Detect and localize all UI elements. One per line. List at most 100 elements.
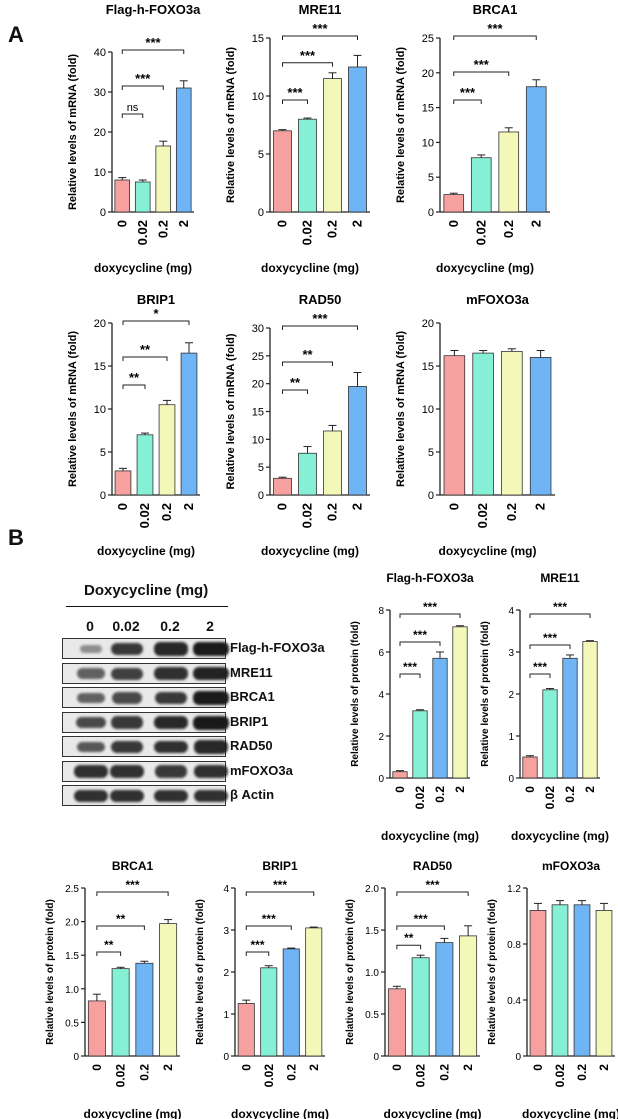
y-tick-label: 5 [258,462,264,474]
y-tick-label: 2.0 [365,884,379,895]
significance-bracket [282,35,358,40]
x-tick-label: 0.02 [262,1064,276,1088]
y-tick-label: 30 [94,87,106,99]
y-axis-label: Relative levels of protein (fold) [195,899,206,1045]
x-tick-label: 2 [181,503,196,510]
bar [435,942,454,1057]
significance-label: * [153,306,159,321]
y-tick-label: 2 [508,690,514,701]
bar [392,771,408,779]
significance-bracket [122,384,146,389]
chart-title: MRE11 [540,571,580,585]
blot-band [154,691,188,705]
significance-label: *** [543,631,557,645]
x-axis-label: doxycycline (mg) [97,544,195,558]
y-tick-label: 4 [508,606,514,617]
significance-label: ** [404,931,414,945]
y-axis-label: Relative levels of mRNA (fold) [395,47,407,203]
blot-lane-label: 0.2 [160,618,180,634]
bar [114,179,131,213]
blot-row [62,711,229,733]
bar [582,641,598,779]
bar [175,87,192,213]
y-axis-label: Relative levels of mRNA (fold) [67,54,79,210]
bar [136,434,154,496]
x-tick-label: 0 [446,220,461,227]
y-tick-label: 0.4 [507,996,521,1007]
significance-bracket [399,613,461,618]
x-tick-label: 0 [393,786,407,793]
bar [443,355,466,496]
y-tick-label: 1.2 [507,884,521,895]
significance-label: ** [140,342,151,357]
chart-title: RAD50 [299,292,342,307]
blot-row [62,785,228,806]
blot-lane-label: 0 [86,618,94,634]
y-tick-label: 25 [252,351,264,363]
x-tick-label: 0.2 [437,1064,451,1081]
blot-row [62,662,229,684]
bar [525,86,547,213]
significance-label: *** [425,878,439,892]
significance-bracket [282,389,308,394]
x-tick-label: 0.2 [575,1064,589,1081]
x-tick-label: 0 [239,1064,253,1071]
y-tick-label: 0 [373,1052,379,1063]
significance-bracket [399,641,441,646]
blot-row-label: mFOXO3a [230,762,293,778]
significance-bracket [282,361,333,366]
blot-band [79,645,103,653]
x-tick-label: 0.02 [413,786,427,810]
y-tick-label: 5 [258,149,264,161]
y-axis-label: Relative levels of protein (fold) [345,899,356,1045]
significance-label: *** [300,48,316,63]
bar [348,66,367,213]
significance-label: *** [553,600,567,614]
x-tick-label: 2 [350,220,365,227]
x-tick-label: 0.02 [137,503,152,528]
x-tick-label: 2 [307,1064,321,1071]
blot-band [153,642,189,656]
x-tick-label: 0.2 [433,786,447,803]
x-tick-label: 0 [523,786,537,793]
bar [529,910,547,1057]
bar [134,181,151,213]
bar [470,157,492,213]
bar [542,689,558,779]
bar [298,452,317,496]
x-tick-label: 0.2 [504,503,519,521]
blot-row-label: BRIP1 [230,713,269,729]
y-axis-label: Relative levels of mRNA (fold) [395,331,407,487]
bar [348,386,367,496]
chart-protein-brip1: BRIP1 Relative levels of protein (fold) 0 1… [195,859,329,1119]
blot-band [110,740,144,754]
y-tick-label: 0 [508,774,514,785]
significance-bracket [122,356,168,361]
x-tick-label: 0.02 [135,220,150,245]
blot-band [110,789,144,803]
significance-label: *** [250,938,264,952]
y-tick-label: 40 [94,47,106,59]
y-tick-label: 10 [94,404,106,416]
bar [305,927,323,1057]
significance-label: ns [127,102,139,114]
bar [412,710,428,779]
blot-title: Doxycycline (mg) [84,582,209,599]
chart-title: BRIP1 [137,292,175,307]
y-tick-label: 0 [73,1052,79,1063]
chart-mrna-mre11: MRE11 Relative levels of mRNA (fold) 0 5 10 1… [225,2,370,275]
bar [273,130,292,213]
x-tick-label: 2 [533,503,548,510]
significance-bracket [529,644,571,649]
blot-title-underline [66,606,228,607]
y-tick-label: 20 [422,68,434,80]
bar [529,357,552,496]
y-tick-label: 0.5 [365,1010,379,1021]
y-tick-label: 10 [94,167,106,179]
x-tick-label: 0.2 [284,1064,298,1081]
bar [522,756,538,779]
y-tick-label: 2.5 [65,884,79,895]
y-tick-label: 30 [252,323,264,335]
blot-row [62,638,229,659]
x-axis-label: doxycycline (mg) [522,1107,618,1119]
